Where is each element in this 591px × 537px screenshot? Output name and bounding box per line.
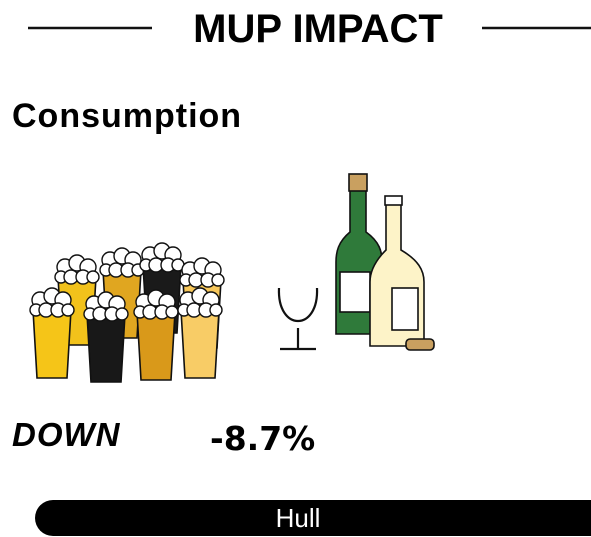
- location-label: Hull: [276, 503, 321, 533]
- beer-icon: [29, 242, 225, 383]
- wine-glass-icon: [277, 287, 319, 351]
- title: MUP IMPACT: [193, 7, 443, 51]
- location-bar: [35, 500, 591, 536]
- bottles-icon: [335, 173, 435, 351]
- change-value: -8.7%: [210, 419, 315, 458]
- direction: DOWN: [12, 416, 121, 453]
- section-heading: Consumption: [12, 97, 242, 135]
